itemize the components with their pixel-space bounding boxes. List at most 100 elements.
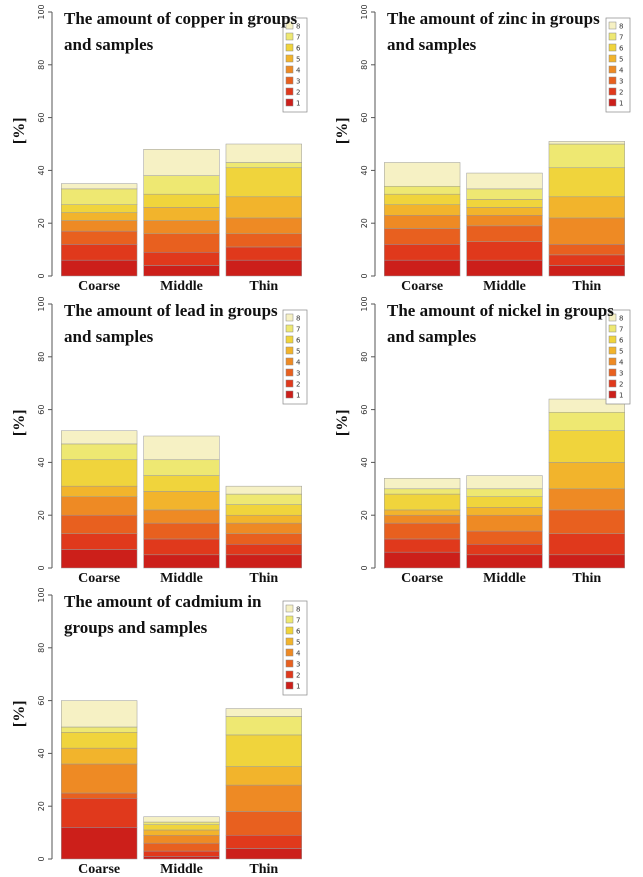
bar-segment [384,493,461,511]
bar-segment [548,167,625,198]
bar-segment [61,747,138,765]
legend-swatch [608,346,617,355]
legend-swatch [285,659,294,668]
legend-label: 8 [296,606,300,614]
legend-swatch [608,335,617,344]
bar-segment [61,220,138,232]
bar-segment [225,259,302,277]
bar-segment [61,726,138,733]
legend-swatch [608,65,617,74]
legend-label: 3 [296,370,300,378]
bar-segment [384,185,461,195]
x-tick-label: Middle [160,279,203,294]
y-tick-label: 20 [37,801,46,811]
bar-segment [548,141,625,145]
x-tick-label: Thin [572,571,601,586]
legend-label: 6 [296,337,301,345]
legend-swatch [285,335,294,344]
bar-segment [384,215,461,229]
legend-swatch [608,87,617,96]
bar-segment [548,143,625,169]
legend-label: 1 [296,100,300,108]
legend-swatch [285,357,294,366]
legend-swatch [285,65,294,74]
bar-segment [225,167,302,198]
bar-segment [225,543,302,556]
legend-swatch [285,648,294,657]
legend-swatch [608,98,617,107]
legend-label: 5 [619,56,623,64]
bar-segment [143,459,220,476]
legend-label: 5 [619,348,623,356]
y-tick-label: 60 [360,405,369,415]
y-axis-label: [%] [11,117,28,144]
legend-swatch [285,604,294,613]
bar-segment [143,834,220,844]
bar-segment [548,196,625,219]
bar-segment [548,254,625,266]
bar-segment [225,848,302,860]
chart: 0 20 40 60 80 100 [%] Coarse Middle Thin 8 7 6 5 4 3 2 1 [11,296,308,586]
chart-title: The amount of lead in groups and samples [64,301,278,346]
y-tick-label: 40 [37,457,46,467]
x-tick-label: Coarse [78,571,120,586]
legend: 8 7 6 5 4 3 2 1 [282,17,308,113]
bar-segment [548,533,625,556]
bar-segment [384,193,461,205]
legend-swatch [285,32,294,41]
bar-segment [548,488,625,511]
bar-segment [466,259,543,277]
bar-segment [143,435,220,461]
bar-segment [143,475,220,492]
bar-segment [225,766,302,786]
bar-segment [548,411,625,431]
bar-segment [548,554,625,569]
y-tick-label: 100 [360,4,369,19]
chart-panel: 0 20 40 60 80 100 [%] Coarse Middle Thin 8 7 6 5 4 3 2 1 T… [0,0,320,294]
y-tick-label: 100 [37,296,46,311]
y-tick-label: 20 [360,218,369,228]
legend-label: 6 [619,45,624,53]
chart: 0 20 40 60 80 100 [%] Coarse Middle Thin 8 7 6 5 4 3 2 1 [11,4,308,294]
legend-label: 4 [619,67,624,75]
bar-segment [143,850,220,857]
legend-label: 2 [619,89,623,97]
y-tick-label: 0 [360,273,369,278]
y-tick-label: 100 [360,296,369,311]
bar-segment [61,732,138,749]
legend-swatch [608,357,617,366]
chart-title: The amount of cadmium in groups and samp… [64,592,262,637]
legend-label: 7 [296,34,300,42]
legend-label: 2 [296,381,300,389]
bar-segment [61,514,138,534]
bar-segment [143,233,220,253]
legend: 8 7 6 5 4 3 2 1 [605,309,631,405]
legend-swatch [285,368,294,377]
bar-segment [143,522,220,540]
legend-label: 4 [296,67,301,75]
bar-segment [225,514,302,524]
bar-segment [466,507,543,516]
y-tick-label: 0 [37,565,46,570]
y-tick-label: 40 [37,165,46,175]
x-tick-label: Thin [249,279,278,294]
legend-swatch [285,324,294,333]
x-tick-label: Middle [160,862,203,877]
bar-segment [225,217,302,235]
bar-segment [384,228,461,245]
legend-label: 3 [619,78,623,86]
legend-label: 2 [619,381,623,389]
legend: 8 7 6 5 4 3 2 1 [282,309,308,405]
y-tick-label: 20 [360,510,369,520]
bar-segment [225,493,302,505]
bar-segment [61,204,138,213]
legend-label: 1 [296,683,300,691]
bar-segment [143,856,220,860]
bar-segment [384,509,461,516]
bar-segment [548,217,625,245]
chart-panel: 0 20 40 60 80 100 [%] Coarse Middle Thin 8 7 6 5 4 3 2 1 T… [323,292,643,586]
bar-segment [143,829,220,836]
y-tick-label: 0 [360,565,369,570]
legend-label: 5 [296,56,300,64]
